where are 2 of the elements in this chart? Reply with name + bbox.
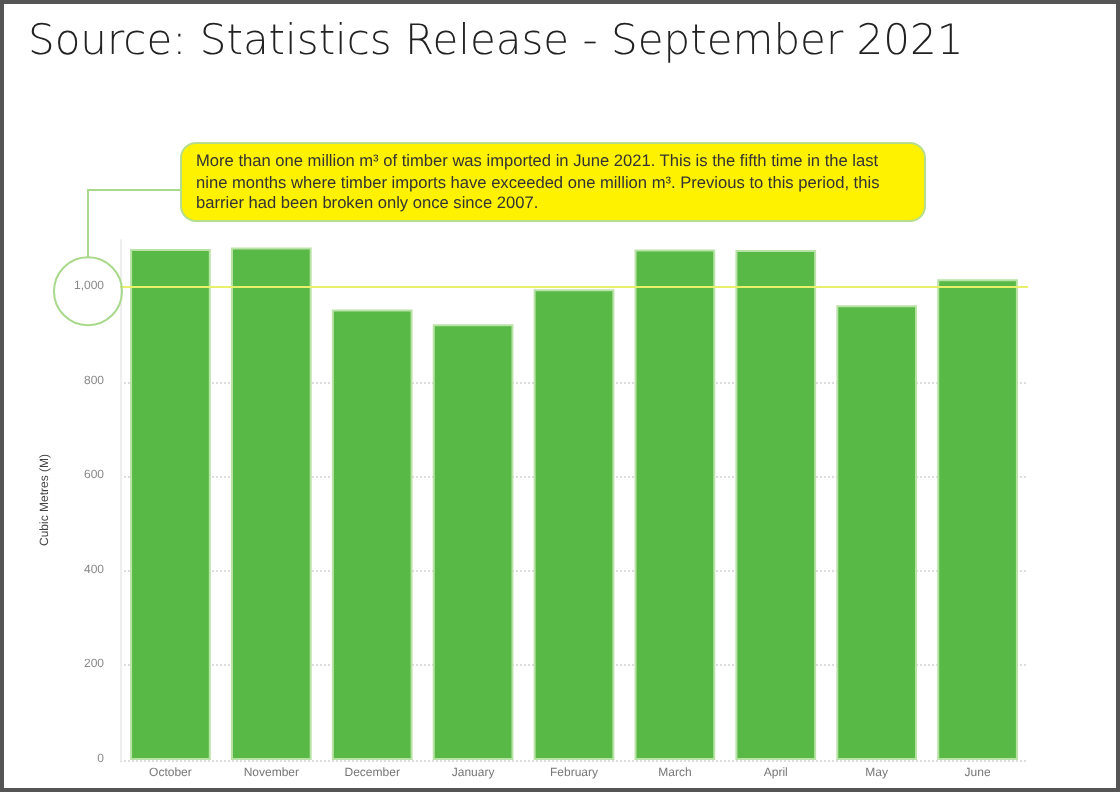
chart-title: Source: Statistics Release - September 2021	[28, 16, 964, 64]
text: More than one million m³ of timber was imported in June 2021. This is the fifth time in the last nine months where timber imports have exceeded one million m³. Previous to this period, this barrier had been broken only once since 2007.	[180, 142, 926, 221]
